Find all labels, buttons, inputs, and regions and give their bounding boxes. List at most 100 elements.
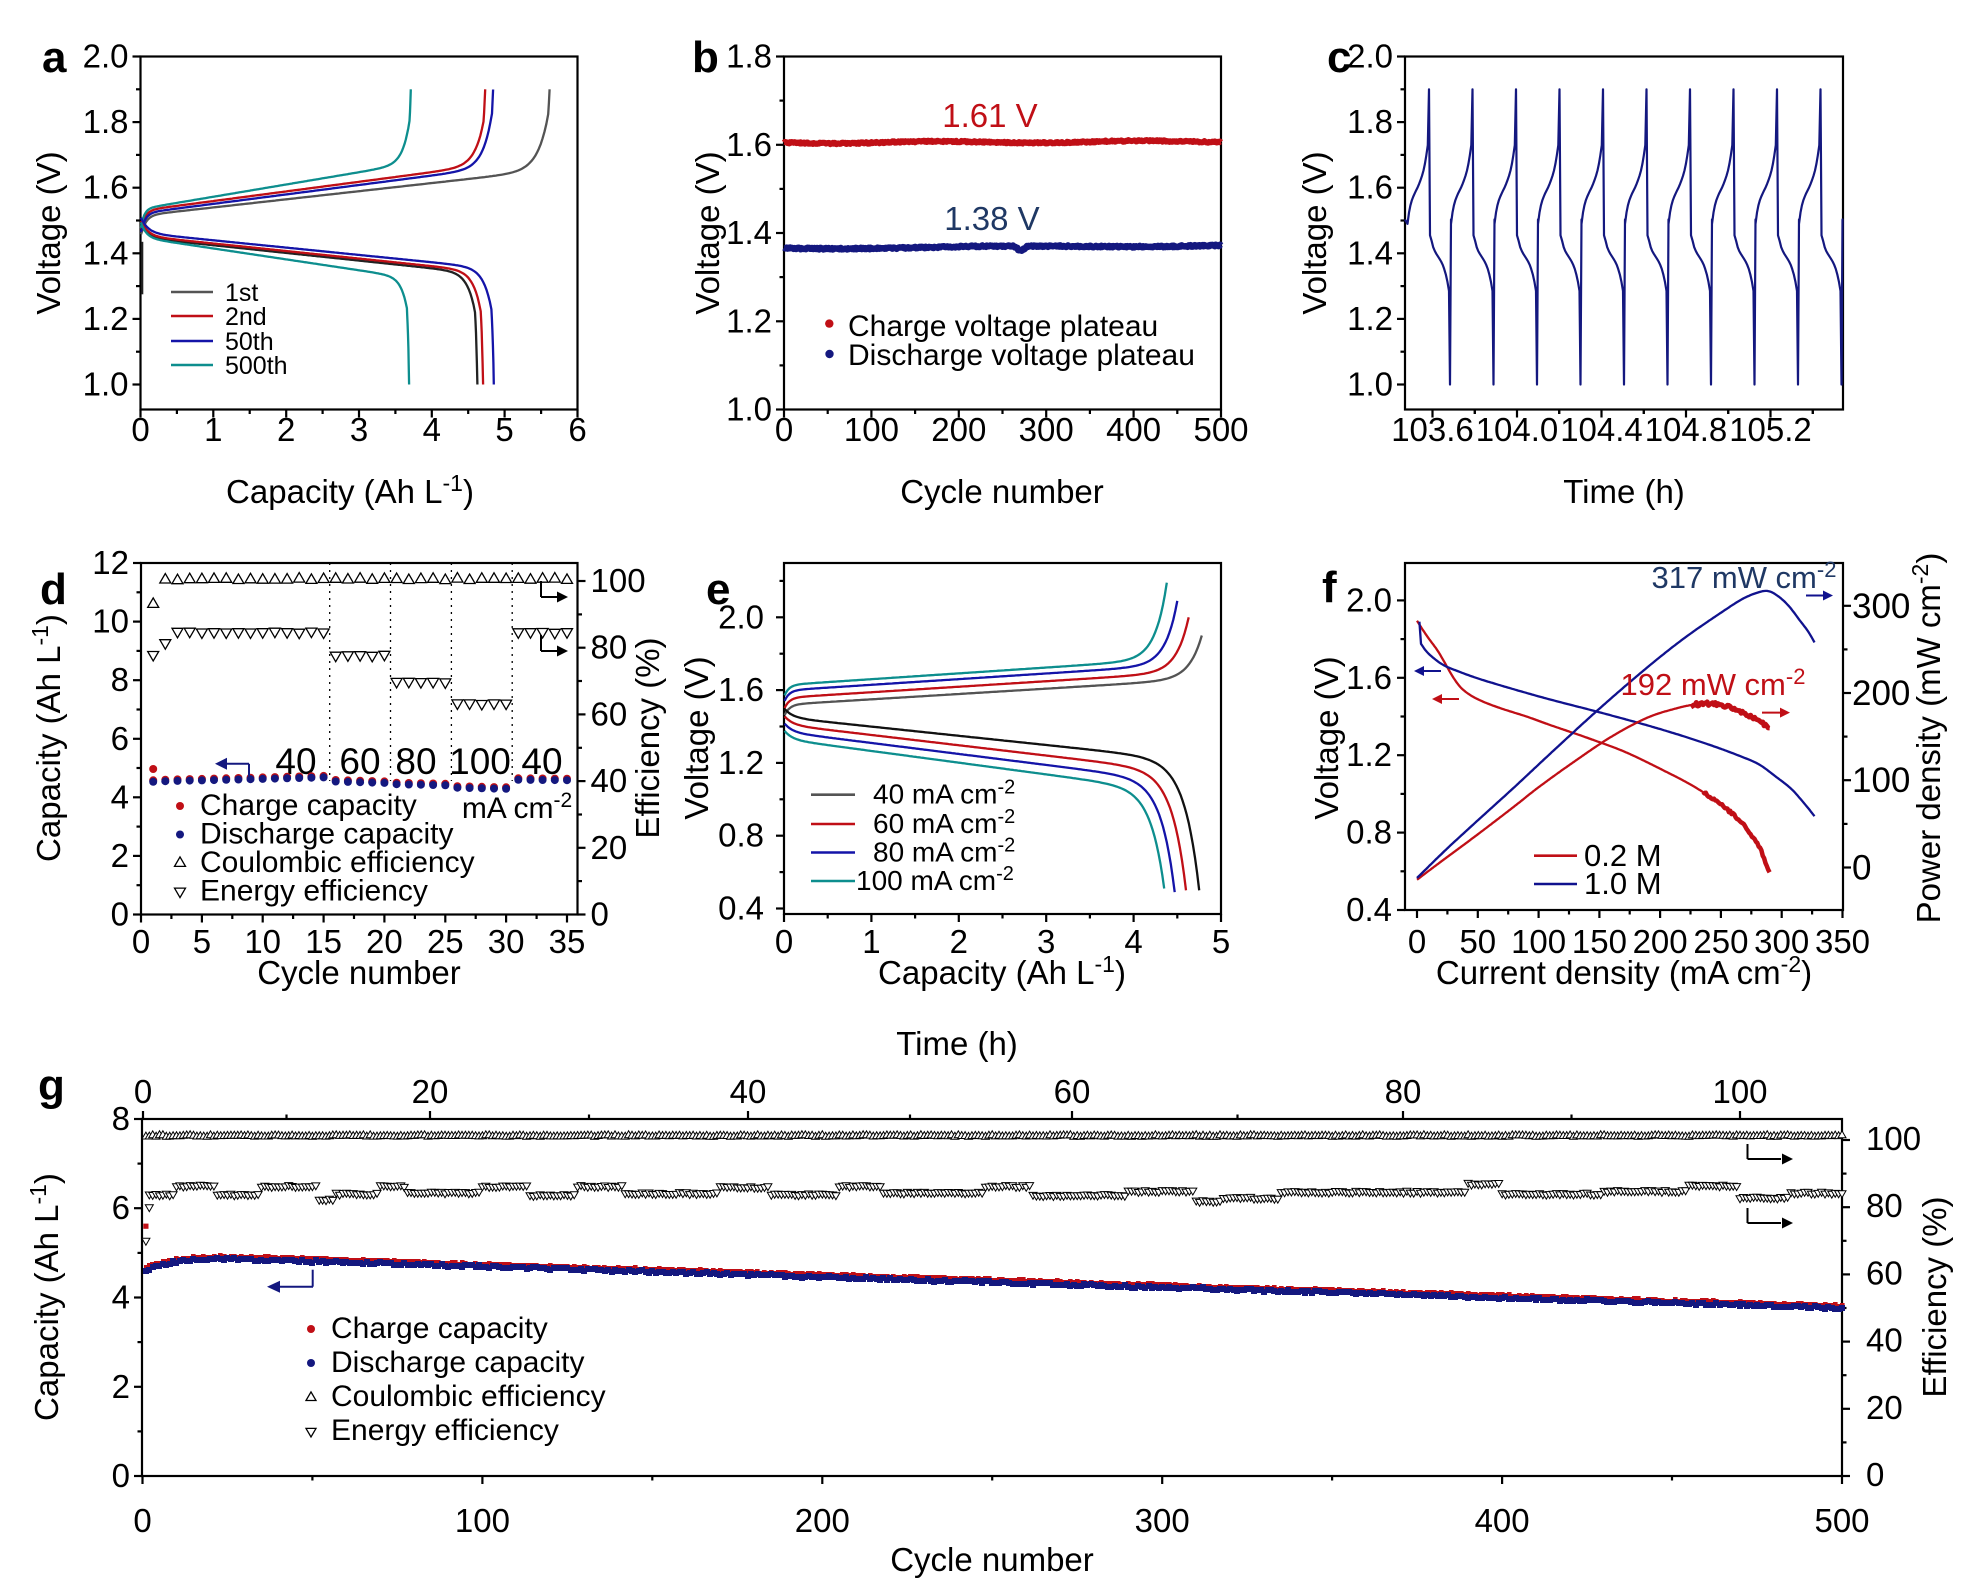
- svg-text:300: 300: [1135, 1502, 1190, 1539]
- svg-text:200: 200: [1852, 674, 1910, 713]
- svg-text:1st: 1st: [225, 279, 258, 307]
- svg-text:1.4: 1.4: [1347, 234, 1393, 271]
- svg-text:1.4: 1.4: [83, 234, 129, 271]
- svg-text:104.4: 104.4: [1560, 411, 1643, 448]
- svg-text:2: 2: [111, 837, 129, 874]
- svg-text:c: c: [1327, 33, 1351, 82]
- svg-text:Charge voltage plateau: Charge voltage plateau: [848, 310, 1158, 343]
- svg-text:500th: 500th: [225, 352, 288, 380]
- svg-text:0: 0: [1866, 1456, 1884, 1493]
- svg-text:0: 0: [111, 896, 129, 933]
- svg-text:1.2: 1.2: [718, 744, 764, 781]
- svg-text:Time (h): Time (h): [1563, 473, 1685, 510]
- svg-text:Charge capacity: Charge capacity: [331, 1312, 548, 1345]
- svg-text:1: 1: [862, 923, 880, 960]
- svg-text:Capacity (Ah L-1): Capacity (Ah L-1): [27, 614, 67, 862]
- svg-text:4: 4: [112, 1279, 130, 1316]
- svg-text:Capacity (Ah L-1): Capacity (Ah L-1): [226, 470, 474, 510]
- svg-text:1.8: 1.8: [726, 38, 772, 75]
- svg-text:1.6: 1.6: [1347, 169, 1393, 206]
- svg-text:5: 5: [1212, 923, 1230, 960]
- svg-text:1.6: 1.6: [83, 169, 129, 206]
- svg-text:100: 100: [1712, 1073, 1767, 1110]
- svg-text:317 mW cm-2: 317 mW cm-2: [1652, 557, 1837, 595]
- svg-text:40 mA cm-2: 40 mA cm-2: [873, 777, 1015, 810]
- svg-text:6: 6: [112, 1189, 130, 1226]
- svg-text:e: e: [706, 565, 730, 614]
- svg-text:80: 80: [591, 629, 628, 666]
- svg-text:0: 0: [591, 896, 609, 933]
- svg-text:0: 0: [775, 923, 793, 960]
- svg-text:200: 200: [1633, 923, 1688, 960]
- svg-text:0.8: 0.8: [718, 817, 764, 854]
- svg-text:250: 250: [1693, 923, 1748, 960]
- svg-text:0: 0: [131, 411, 149, 448]
- svg-text:Capacity (Ah L-1): Capacity (Ah L-1): [878, 951, 1126, 991]
- svg-text:8: 8: [112, 1100, 130, 1137]
- svg-text:1: 1: [204, 411, 222, 448]
- svg-text:100: 100: [1511, 923, 1566, 960]
- svg-text:Efficiency (%): Efficiency (%): [1916, 1196, 1953, 1397]
- svg-text:Time (h): Time (h): [896, 1025, 1018, 1062]
- svg-text:g: g: [38, 1061, 65, 1110]
- svg-text:400: 400: [1475, 1502, 1530, 1539]
- svg-text:150: 150: [1572, 923, 1627, 960]
- svg-text:Coulombic efficiency: Coulombic efficiency: [331, 1380, 606, 1413]
- svg-text:300: 300: [1852, 587, 1910, 626]
- svg-text:Voltage (V): Voltage (V): [678, 656, 715, 819]
- svg-text:Voltage (V): Voltage (V): [30, 151, 67, 314]
- svg-text:Capacity (Ah L-1): Capacity (Ah L-1): [25, 1173, 65, 1421]
- svg-text:Cycle number: Cycle number: [890, 1541, 1094, 1578]
- svg-text:2.0: 2.0: [1346, 581, 1392, 618]
- svg-text:1.0: 1.0: [726, 391, 772, 428]
- svg-text:0: 0: [1852, 849, 1871, 888]
- svg-text:20: 20: [591, 829, 628, 866]
- svg-text:350: 350: [1815, 923, 1870, 960]
- svg-text:2.0: 2.0: [718, 598, 764, 635]
- svg-text:300: 300: [1019, 411, 1074, 448]
- svg-text:0: 0: [775, 411, 793, 448]
- svg-text:300: 300: [1754, 923, 1809, 960]
- svg-text:0: 0: [132, 923, 150, 960]
- svg-text:200: 200: [795, 1502, 850, 1539]
- svg-text:104.8: 104.8: [1645, 411, 1728, 448]
- svg-text:60 mA cm-2: 60 mA cm-2: [873, 806, 1015, 839]
- svg-text:1.38 V: 1.38 V: [944, 200, 1039, 237]
- svg-text:Charge capacity: Charge capacity: [200, 789, 417, 822]
- svg-text:50: 50: [1459, 923, 1496, 960]
- svg-text:103.6: 103.6: [1391, 411, 1474, 448]
- svg-text:1.61 V: 1.61 V: [942, 97, 1037, 134]
- svg-text:Voltage (V): Voltage (V): [1308, 656, 1345, 819]
- svg-text:4: 4: [111, 778, 129, 815]
- svg-text:25: 25: [427, 923, 464, 960]
- svg-text:6: 6: [568, 411, 586, 448]
- svg-text:100: 100: [1852, 761, 1910, 800]
- svg-text:2nd: 2nd: [225, 303, 267, 331]
- svg-text:20: 20: [412, 1073, 449, 1110]
- svg-text:2: 2: [277, 411, 295, 448]
- svg-text:b: b: [692, 33, 719, 82]
- svg-text:60: 60: [1054, 1073, 1091, 1110]
- svg-text:Energy efficiency: Energy efficiency: [331, 1414, 559, 1447]
- svg-text:0.4: 0.4: [718, 890, 764, 927]
- svg-text:1.6: 1.6: [1346, 659, 1392, 696]
- svg-text:100: 100: [1866, 1120, 1921, 1157]
- svg-text:20: 20: [1866, 1389, 1903, 1426]
- svg-text:0: 0: [112, 1457, 130, 1494]
- svg-text:80: 80: [395, 741, 436, 782]
- svg-text:Discharge capacity: Discharge capacity: [331, 1346, 584, 1379]
- svg-text:105.2: 105.2: [1729, 411, 1812, 448]
- svg-text:2: 2: [112, 1368, 130, 1405]
- svg-text:40: 40: [1866, 1322, 1903, 1359]
- svg-text:Efficiency (%): Efficiency (%): [629, 637, 666, 838]
- svg-text:1.8: 1.8: [83, 103, 129, 140]
- svg-text:6: 6: [111, 720, 129, 757]
- svg-text:5: 5: [193, 923, 211, 960]
- svg-text:2: 2: [950, 923, 968, 960]
- svg-text:Cycle number: Cycle number: [900, 473, 1104, 510]
- svg-text:12: 12: [92, 544, 129, 581]
- svg-text:1.0: 1.0: [1347, 366, 1393, 403]
- svg-text:3: 3: [350, 411, 368, 448]
- svg-text:d: d: [40, 565, 67, 614]
- svg-text:0.4: 0.4: [1346, 891, 1392, 928]
